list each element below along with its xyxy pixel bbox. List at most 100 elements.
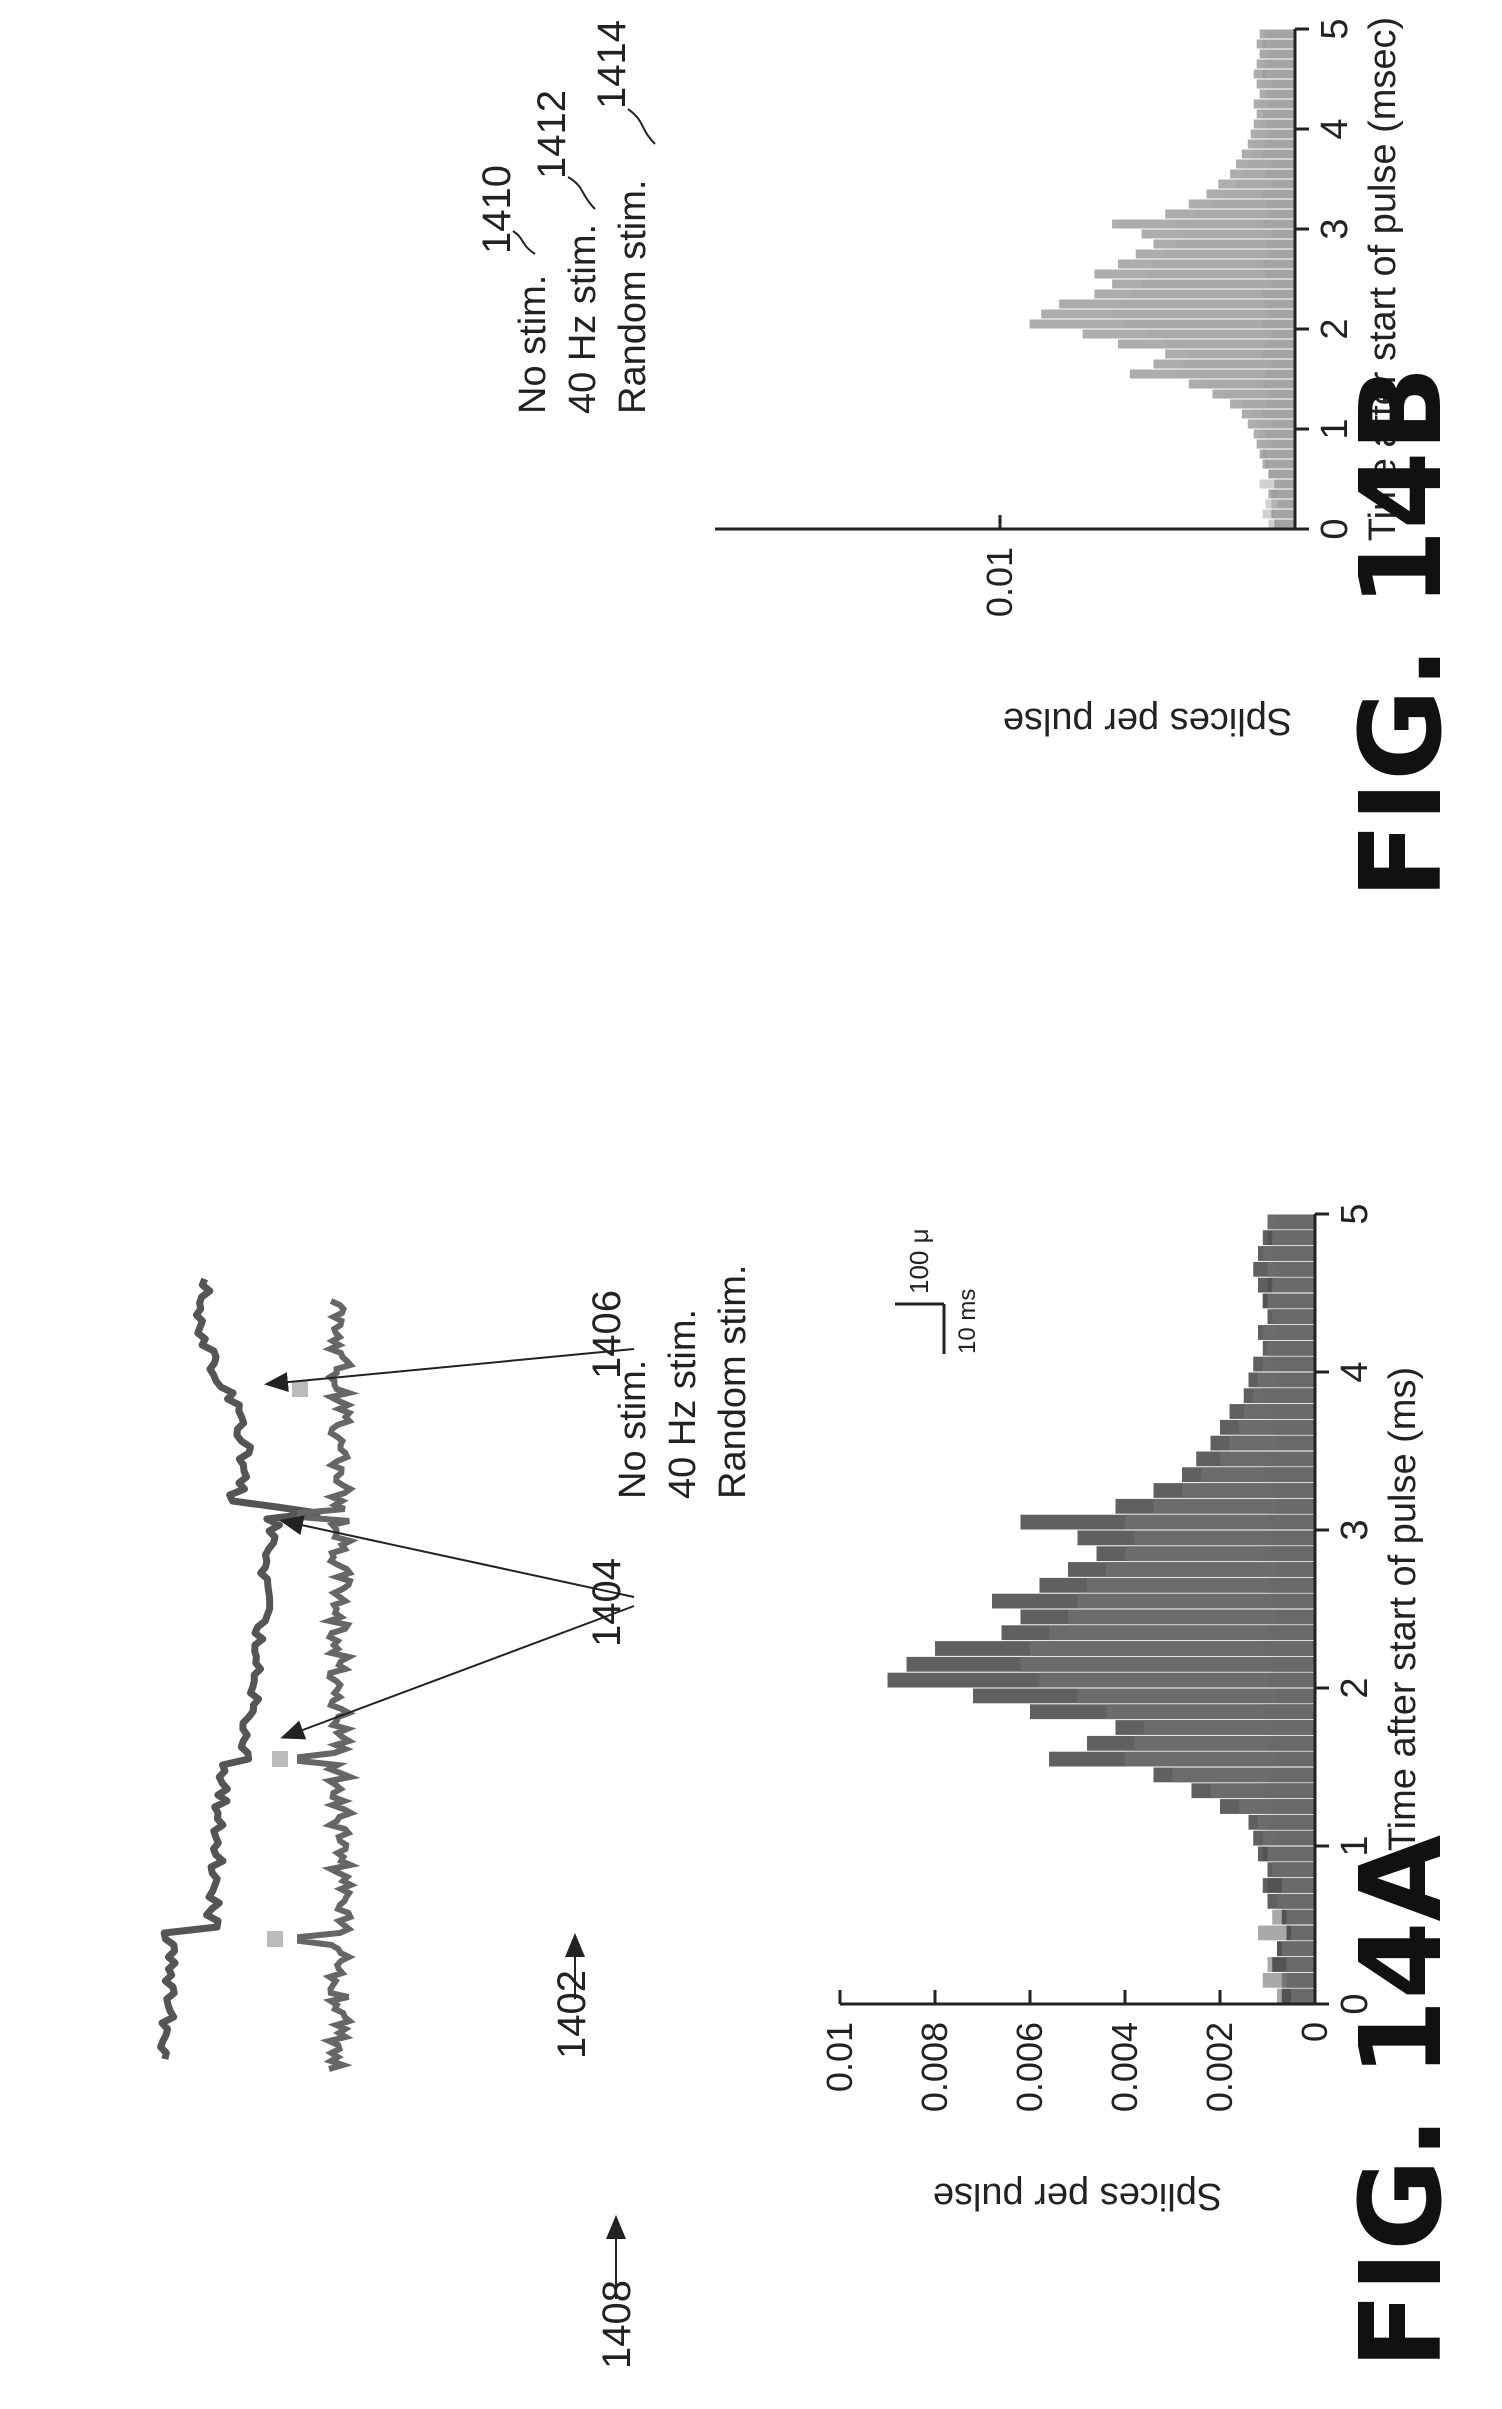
bar-fig14b-s2-b43 (1265, 89, 1295, 99)
x-axis-label-14b: Time after start of pulse (msec) (1362, 17, 1404, 541)
bar-fig14b-s2-b13 (1224, 389, 1295, 399)
xtick-label-fig14b-3: 3 (1314, 218, 1356, 239)
bar-fig14a-s2-b24 (1068, 1609, 1315, 1625)
ytick-label-fig14a-3: 0.006 (1009, 2022, 1050, 2112)
xtick-label-fig14b-4: 4 (1314, 118, 1356, 139)
bar-fig14b-s2-b33 (1224, 189, 1295, 199)
bar-fig14a-s2-b10 (1262, 1830, 1315, 1846)
bar-fig14b-s2-b25 (1147, 269, 1295, 279)
bar-fig14b-s2-b46 (1262, 59, 1296, 69)
stimulus-marker-0 (267, 1931, 283, 1947)
bar-fig14a-s2-b38 (1253, 1388, 1315, 1404)
ref-1404: 1404 (585, 1558, 629, 1647)
bar-fig14a-s2-b11 (1258, 1814, 1315, 1830)
bar-fig14a-s2-b34 (1220, 1451, 1315, 1467)
scale-bar: 100 μ 10 ms (895, 1228, 981, 1354)
bar-fig14b-s2-b21 (1112, 309, 1295, 319)
bar-fig14b-s2-b31 (1194, 209, 1295, 219)
bar-fig14a-s2-b7 (1281, 1878, 1315, 1893)
bar-fig14b-s2-b11 (1250, 409, 1295, 419)
bar-fig14a-s2-b3 (1281, 1941, 1315, 1957)
bar-fig14b-s2-b45 (1265, 69, 1295, 79)
ticks-14a: 0 1 2 3 4 5 0 0.002 0.004 0.006 0.008 0.01 (819, 1203, 1376, 2112)
bar-fig14a-s2-b9 (1267, 1846, 1315, 1862)
bar-fig14a-s2-b42 (1262, 1325, 1315, 1340)
bar-fig14b-s2-b4 (1274, 479, 1295, 489)
bar-fig14a-s2-b32 (1182, 1483, 1315, 1498)
bar-fig14a-s2-b23 (1049, 1625, 1315, 1641)
bar-fig14b-s2-b15 (1177, 369, 1295, 379)
bar-fig14a-s2-b33 (1201, 1467, 1315, 1483)
bar-fig14b-s2-b24 (1141, 279, 1295, 289)
ref-1404-arrow-1 (280, 1605, 635, 1740)
ref-1414-leader (627, 108, 656, 145)
bar-fig14a-s2-b19 (1077, 1688, 1315, 1704)
membrane-potential-trace (157, 1277, 322, 2060)
bar-fig14a-s2-b45 (1272, 1277, 1315, 1293)
bar-fig14a-s2-b13 (1210, 1783, 1315, 1799)
ref-1412-leader (567, 176, 596, 210)
x-axis-label-14a: Time after start of pulse (ms) (1382, 1367, 1424, 1851)
bar-fig14b-s2-b16 (1182, 359, 1296, 369)
legend-no-stim-14a: No stim. (612, 1360, 654, 1499)
panel-b: 0 1 2 3 4 5 0.01 Time after start of pulse (ms… (475, 17, 1467, 899)
bar-fig14b-s2-b19 (1147, 329, 1295, 339)
ref-1412: 1412 (530, 90, 574, 179)
bar-fig14b-s2-b1 (1274, 509, 1295, 519)
xtick-label-fig14a-3: 3 (1334, 1519, 1376, 1540)
bar-fig14a-s2-b47 (1262, 1246, 1315, 1261)
bar-fig14a-s2-b37 (1243, 1404, 1315, 1419)
figure-label-14b: FIG. 14B (1337, 366, 1467, 899)
bars-14b (1029, 29, 1296, 529)
bar-fig14a-s2-b30 (1125, 1514, 1315, 1530)
bar-fig14b-s2-b18 (1165, 339, 1295, 349)
ytick-label-fig14a-0: 0 (1294, 2022, 1335, 2042)
bar-fig14a-s2-b6 (1277, 1893, 1315, 1909)
bar-fig14b-s2-b20 (1123, 319, 1296, 329)
bar-fig14a-s2-b8 (1272, 1862, 1315, 1878)
bar-fig14a-s2-b28 (1125, 1546, 1315, 1562)
bar-fig14b-s2-b3 (1277, 489, 1296, 499)
xtick-label-fig14b-2: 2 (1314, 318, 1356, 339)
ytick-label-fig14a-4: 0.008 (914, 2022, 955, 2112)
bar-fig14b-s2-b12 (1241, 399, 1296, 409)
legend-40hz-14a: 40 Hz stim. (662, 1309, 704, 1499)
bar-fig14a-s2-b41 (1267, 1340, 1315, 1356)
xtick-label-fig14a-4: 4 (1334, 1361, 1376, 1382)
bar-fig14a-s2-b14 (1172, 1767, 1315, 1783)
ref-1404-arrow-2 (279, 1515, 635, 1598)
bar-fig14b-s2-b38 (1253, 139, 1295, 149)
legend-40hz-14b: 40 Hz stim. (562, 224, 604, 414)
bar-fig14a-s2-b40 (1262, 1356, 1315, 1372)
xtick-label-fig14a-1: 1 (1334, 1835, 1376, 1856)
bar-fig14b-s2-b39 (1256, 129, 1296, 139)
bar-fig14a-s2-b36 (1239, 1419, 1315, 1435)
bar-fig14a-s2-b27 (1106, 1562, 1315, 1577)
bar-fig14a-s2-b39 (1258, 1372, 1315, 1388)
bar-fig14b-s2-b9 (1259, 429, 1295, 439)
bar-fig14a-s2-b25 (1077, 1593, 1315, 1609)
bar-fig14a-s2-b21 (1020, 1656, 1315, 1672)
ref-1406-arrow (264, 1348, 635, 1393)
stimulus-marker-2 (292, 1381, 308, 1397)
bar-fig14a-s2-b0 (1291, 1988, 1315, 2004)
bar-fig14a-s2-b12 (1239, 1799, 1315, 1814)
legend-random-14b: Random stim. (612, 180, 654, 414)
bar-fig14a-s2-b16 (1134, 1735, 1315, 1751)
bar-fig14b-s2-b22 (1118, 299, 1295, 309)
bar-fig14a-s2-b31 (1153, 1498, 1315, 1514)
bar-fig14a-s2-b43 (1272, 1309, 1315, 1325)
scale-amp-label: 100 μ (904, 1228, 934, 1294)
ytick-label-fig14a-2: 0.004 (1104, 2022, 1145, 2112)
bar-fig14b-s2-b42 (1259, 99, 1295, 109)
ref-1406: 1406 (585, 1290, 629, 1379)
legend-14a: No stim. 40 Hz stim. Random stim. (612, 1265, 754, 1499)
bar-fig14b-s2-b36 (1247, 159, 1296, 169)
bar-fig14b-s2-b0 (1277, 519, 1296, 529)
ref-1410-leader (512, 230, 536, 255)
bar-fig14b-s2-b29 (1182, 229, 1296, 239)
xtick-label-fig14b-0: 0 (1314, 518, 1356, 539)
bar-fig14b-s2-b49 (1262, 29, 1296, 39)
